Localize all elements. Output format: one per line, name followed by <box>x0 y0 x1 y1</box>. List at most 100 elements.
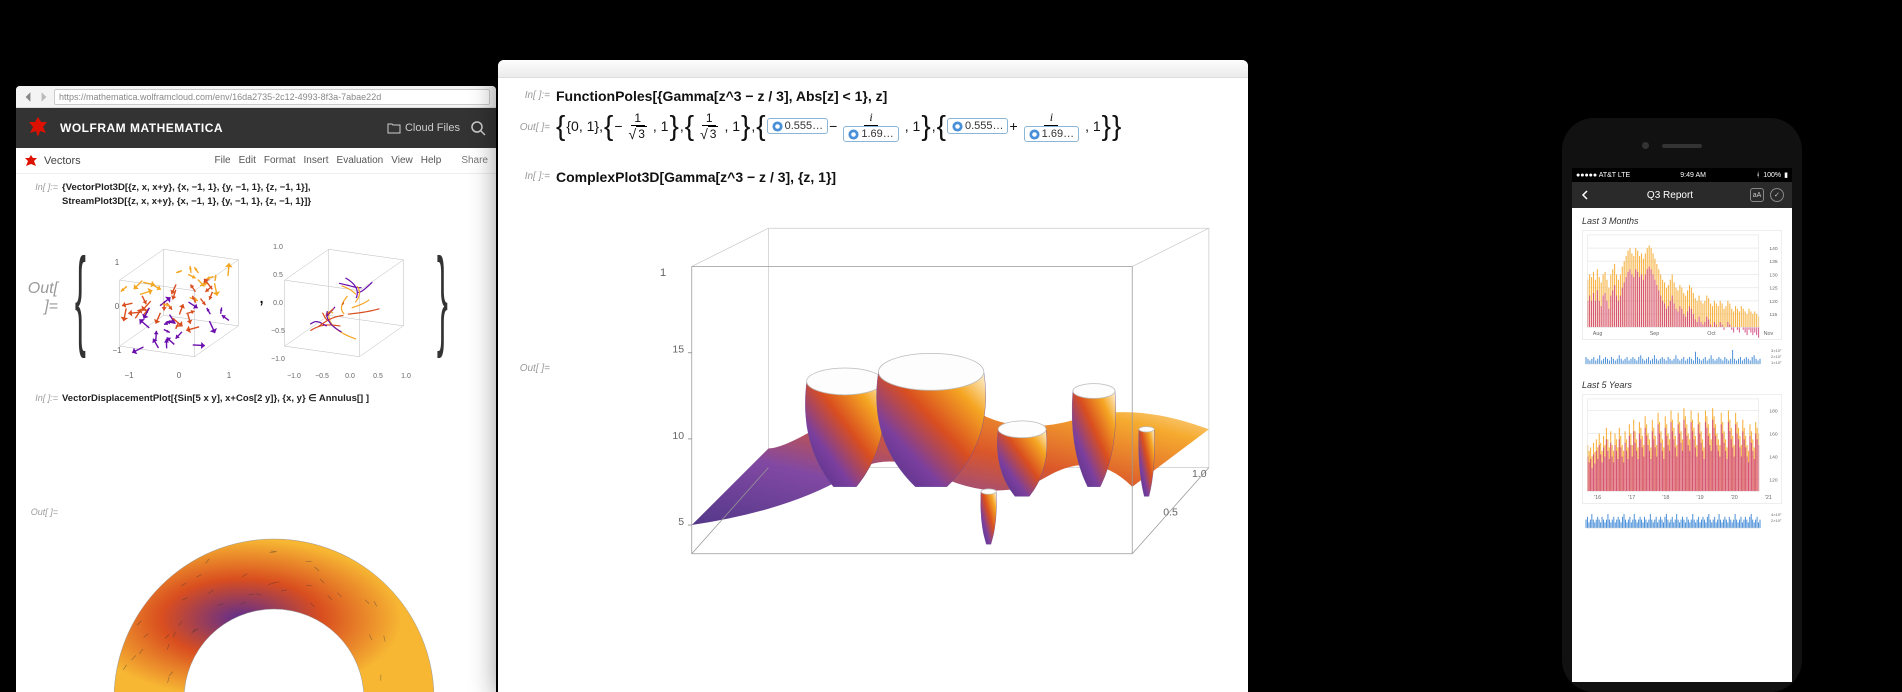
carrier-label: ●●●●● AT&T LTE <box>1576 172 1630 179</box>
numeric-approx-box[interactable]: 0.555… <box>767 118 829 134</box>
code-line: {VectorPlot3D[{z, x, x+y}, {x, −1, 1}, {… <box>62 182 311 194</box>
menu-insert[interactable]: Insert <box>304 155 329 166</box>
time-label: 9:49 AM <box>1680 172 1706 179</box>
back-icon[interactable] <box>22 91 34 103</box>
phone-device: ●●●●● AT&T LTE 9:49 AM ᚼ 100% ▮ Q3 Repor… <box>1562 118 1802 692</box>
svg-text:0: 0 <box>177 371 182 380</box>
svg-text:0.5: 0.5 <box>1163 506 1178 518</box>
code-line: VectorDisplacementPlot[{Sin[5 x y], x+Co… <box>62 393 369 405</box>
svg-text:120: 120 <box>1769 478 1777 484</box>
vector-plot-3d[interactable]: −1 −1 0 0 1 1 <box>99 213 259 383</box>
text-size-button[interactable]: aA <box>1750 188 1764 202</box>
menu-edit[interactable]: Edit <box>239 155 256 166</box>
svg-text:Oct: Oct <box>1707 331 1716 337</box>
menu-view[interactable]: View <box>391 155 413 166</box>
svg-text:'18: '18 <box>1662 495 1669 501</box>
svg-text:0.0: 0.0 <box>345 373 355 380</box>
doc-title: Vectors <box>44 155 208 167</box>
svg-text:125: 125 <box>1769 286 1777 292</box>
stream-plot-3d[interactable]: −1.0−1.0−0.5−0.50.00.00.50.51.01.0 <box>264 213 424 383</box>
brace-left: { <box>75 243 86 353</box>
svg-text:1: 1 <box>660 267 666 279</box>
search-icon[interactable] <box>470 120 486 136</box>
more-button[interactable]: ✓ <box>1770 188 1784 202</box>
battery-icon: ▮ <box>1784 171 1788 179</box>
phone-speaker <box>1662 144 1702 148</box>
svg-text:−1: −1 <box>112 346 122 355</box>
menu-format[interactable]: Format <box>264 155 296 166</box>
out-label: Out[ ]= <box>24 280 62 316</box>
section-heading: Last 3 Months <box>1582 216 1782 226</box>
svg-text:'17: '17 <box>1628 495 1635 501</box>
svg-text:2×10⁷: 2×10⁷ <box>1771 518 1782 523</box>
svg-text:135: 135 <box>1769 259 1777 265</box>
out-label: Out[ ]= <box>518 361 556 374</box>
brace-right: } <box>437 243 448 353</box>
bluetooth-icon: ᚼ <box>1756 172 1760 179</box>
svg-text:1×10⁷: 1×10⁷ <box>1771 360 1782 365</box>
svg-text:−0.5: −0.5 <box>271 328 285 335</box>
svg-text:−1: −1 <box>124 371 134 380</box>
code-line: StreamPlot3D[{z, x, x+y}, {x, −1, 1}, {y… <box>62 196 311 208</box>
plot-output-row: Out[ ]= { −1−10011 , −1.0−1.0−0.5−0.50.0… <box>24 213 496 383</box>
svg-text:Sep: Sep <box>1650 331 1660 337</box>
out-label: Out[ ]= <box>518 120 556 133</box>
code-line: FunctionPoles[{Gamma[z^3 − z / 3], Abs[z… <box>556 88 887 104</box>
complex-plot-3d[interactable]: 5 10 15 1 0.5 1.0 <box>596 201 1228 581</box>
svg-text:1.0: 1.0 <box>1192 468 1207 480</box>
forward-icon[interactable] <box>38 91 50 103</box>
menu-evaluation[interactable]: Evaluation <box>337 155 384 166</box>
code-line: ComplexPlot3D[Gamma[z^3 − z / 3], {z, 1}… <box>556 169 836 185</box>
approx-icon <box>952 121 963 132</box>
phone-page-title: Q3 Report <box>1647 190 1693 201</box>
url-bar[interactable]: https://mathematica.wolframcloud.com/env… <box>54 89 490 105</box>
svg-text:140: 140 <box>1769 455 1777 461</box>
in-label: In[ ]:= <box>518 88 556 101</box>
cloud-files-button[interactable]: Cloud Files <box>387 122 460 134</box>
svg-text:5: 5 <box>678 516 684 528</box>
svg-text:115: 115 <box>1769 312 1777 318</box>
menu-bar: File Edit Format Insert Evaluation View Help <box>214 155 441 166</box>
svg-text:0: 0 <box>115 302 120 311</box>
svg-text:−0.5: −0.5 <box>315 373 329 380</box>
svg-text:10: 10 <box>672 429 684 441</box>
annulus-plot[interactable] <box>54 519 474 692</box>
svg-text:'19: '19 <box>1697 495 1704 501</box>
chart-3-months-sub[interactable]: 3×10⁷2×10⁷1×10⁷ <box>1582 346 1782 366</box>
svg-text:'20: '20 <box>1731 495 1738 501</box>
svg-text:3×10⁷: 3×10⁷ <box>1771 348 1782 353</box>
chart-3-months[interactable]: 140135130125120115AugSepOctNov <box>1582 230 1782 340</box>
menu-help[interactable]: Help <box>421 155 442 166</box>
svg-text:130: 130 <box>1769 272 1777 278</box>
svg-text:1: 1 <box>115 258 120 267</box>
share-button[interactable]: Share <box>461 155 488 166</box>
doc-icon <box>24 154 38 168</box>
svg-text:2×10⁷: 2×10⁷ <box>1771 354 1782 359</box>
phone-camera <box>1642 142 1649 149</box>
phone-screen: ●●●●● AT&T LTE 9:49 AM ᚼ 100% ▮ Q3 Repor… <box>1572 168 1792 682</box>
back-icon[interactable] <box>1580 190 1590 200</box>
svg-text:0.5: 0.5 <box>273 272 283 279</box>
menu-file[interactable]: File <box>214 155 230 166</box>
in-label: In[ ]:= <box>24 393 62 403</box>
chart-5-years[interactable]: 180160140120'16'17'18'19'20'21 <box>1582 394 1782 504</box>
in-label: In[ ]:= <box>24 182 62 192</box>
numeric-approx-box[interactable]: 0.555… <box>947 118 1009 134</box>
desktop-window: In[ ]:= FunctionPoles[{Gamma[z^3 − z / 3… <box>498 60 1248 692</box>
svg-text:−1.0: −1.0 <box>287 373 301 380</box>
doc-title-bar: Vectors File Edit Format Insert Evaluation Vi… <box>16 148 496 174</box>
svg-text:15: 15 <box>672 343 684 355</box>
window-titlebar <box>498 60 1248 78</box>
chart-5-years-sub[interactable]: 4×10⁷2×10⁷ <box>1582 510 1782 530</box>
approx-icon <box>772 121 783 132</box>
section-heading: Last 5 Years <box>1582 380 1782 390</box>
svg-text:Nov: Nov <box>1764 331 1774 337</box>
svg-text:Aug: Aug <box>1593 331 1603 337</box>
out-label: Out[ ]= <box>24 507 62 517</box>
svg-text:160: 160 <box>1769 432 1777 438</box>
svg-text:120: 120 <box>1769 299 1777 305</box>
browser-window: https://mathematica.wolframcloud.com/env… <box>16 86 496 692</box>
svg-text:1: 1 <box>227 371 232 380</box>
svg-text:180: 180 <box>1769 408 1777 414</box>
phone-content: Last 3 Months 140 135 130 125 120 115 Aug Sep Oc… <box>1572 208 1792 552</box>
